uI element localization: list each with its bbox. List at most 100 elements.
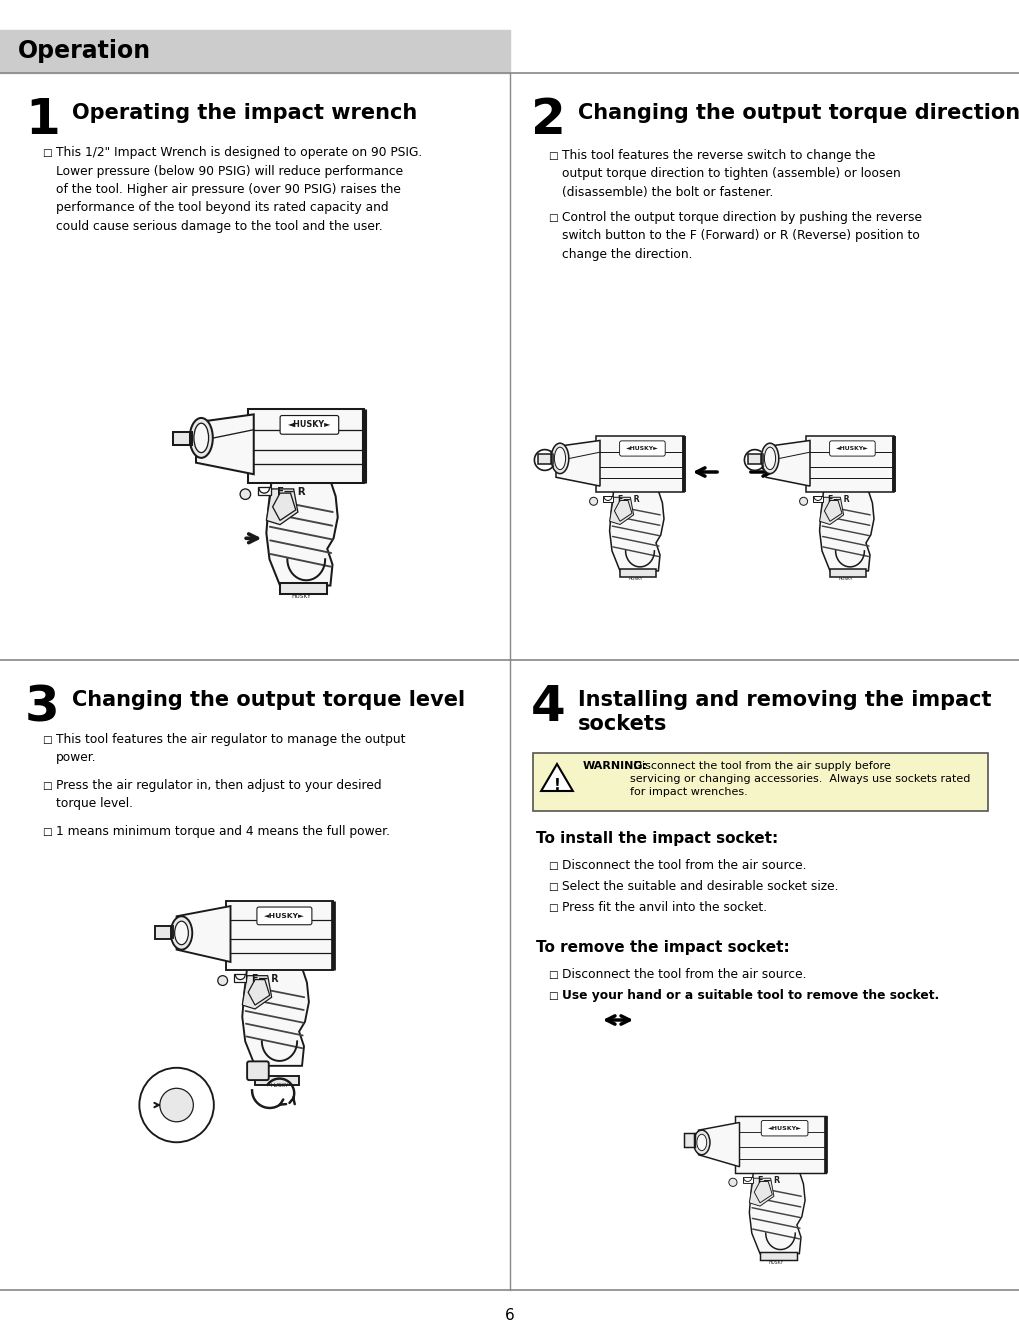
Polygon shape [749,1179,773,1206]
Text: Select the suitable and desirable socket size.: Select the suitable and desirable socket… [561,880,838,894]
Text: ◄HUSKY►: ◄HUSKY► [626,446,658,451]
Circle shape [160,1088,194,1122]
Text: Installing and removing the impact
sockets: Installing and removing the impact socke… [578,690,990,734]
FancyBboxPatch shape [247,1061,268,1080]
Text: To remove the impact socket:: To remove the impact socket: [535,940,789,954]
Polygon shape [819,491,873,570]
FancyBboxPatch shape [155,927,170,939]
FancyBboxPatch shape [538,454,550,465]
Text: Press the air regulator in, then adjust to your desired
torque level.: Press the air regulator in, then adjust … [56,779,381,810]
Polygon shape [272,494,296,520]
Ellipse shape [190,418,213,458]
Text: This tool features the air regulator to manage the output
power.: This tool features the air regulator to … [56,733,406,764]
Circle shape [729,1179,737,1187]
Text: This 1/2" Impact Wrench is designed to operate on 90 PSIG.
Lower pressure (below: This 1/2" Impact Wrench is designed to o… [56,147,422,234]
Ellipse shape [194,424,209,453]
FancyBboxPatch shape [683,1134,693,1147]
Polygon shape [176,906,230,962]
FancyBboxPatch shape [234,974,246,982]
FancyBboxPatch shape [620,569,655,577]
Ellipse shape [170,916,193,949]
FancyBboxPatch shape [742,1176,752,1183]
Text: To install the impact socket:: To install the impact socket: [535,832,777,846]
Circle shape [799,498,807,506]
Text: Changing the output torque level: Changing the output torque level [72,690,465,710]
FancyBboxPatch shape [619,441,664,457]
FancyBboxPatch shape [249,409,364,483]
Polygon shape [555,441,599,486]
Ellipse shape [760,444,779,474]
Text: This tool features the reverse switch to change the
output torque direction to t: This tool features the reverse switch to… [561,149,900,199]
FancyBboxPatch shape [257,907,312,925]
Bar [0,30,510,73]
Ellipse shape [693,1130,709,1155]
Text: □: □ [547,861,557,871]
Text: Press fit the anvil into the socket.: Press fit the anvil into the socket. [561,902,766,913]
Ellipse shape [550,444,569,474]
FancyBboxPatch shape [829,569,865,577]
Polygon shape [266,488,298,524]
Text: Disconnect the tool from the air source.: Disconnect the tool from the air source. [561,968,806,981]
Text: □: □ [547,970,557,979]
Polygon shape [541,764,573,791]
Polygon shape [698,1122,739,1167]
Text: 1 means minimum torque and 4 means the full power.: 1 means minimum torque and 4 means the f… [56,825,389,838]
FancyBboxPatch shape [595,437,684,492]
Polygon shape [266,480,337,586]
Polygon shape [823,500,841,521]
Text: □: □ [547,213,557,223]
FancyBboxPatch shape [225,902,333,970]
Text: □: □ [547,150,557,161]
Ellipse shape [174,921,189,945]
Text: F— R: F— R [252,974,278,983]
Polygon shape [248,979,269,1005]
Text: HUSKY: HUSKY [290,594,311,599]
Text: WARNING:: WARNING: [583,762,647,771]
FancyBboxPatch shape [759,1251,796,1261]
Text: 6: 6 [504,1308,515,1320]
Text: Disconnect the tool from the air supply before
servicing or changing accessories: Disconnect the tool from the air supply … [630,762,969,797]
Text: ◄HUSKY►: ◄HUSKY► [767,1126,801,1131]
Polygon shape [753,1181,771,1203]
Text: Disconnect the tool from the air source.: Disconnect the tool from the air source. [561,859,806,873]
Ellipse shape [696,1134,706,1151]
FancyBboxPatch shape [255,1076,299,1085]
Text: F— R: F— R [616,495,639,504]
Text: ◄HUSKY►: ◄HUSKY► [287,420,331,429]
Text: ◄HUSKY►: ◄HUSKY► [264,913,305,919]
Text: □: □ [42,828,52,837]
Polygon shape [609,491,663,570]
FancyBboxPatch shape [533,752,987,810]
Text: 4: 4 [531,682,566,731]
Text: HUSKY: HUSKY [768,1261,784,1265]
Text: Operation: Operation [18,40,151,63]
Text: !: ! [553,777,559,792]
FancyBboxPatch shape [760,1121,807,1137]
Text: 3: 3 [25,682,60,731]
FancyBboxPatch shape [602,496,612,502]
FancyBboxPatch shape [173,432,190,445]
Text: 1: 1 [25,96,60,144]
Polygon shape [243,975,271,1008]
Text: HUSKY: HUSKY [838,577,852,581]
Polygon shape [765,441,809,486]
Circle shape [140,1068,214,1142]
Text: □: □ [42,148,52,158]
Circle shape [239,488,251,499]
Text: □: □ [42,735,52,744]
FancyBboxPatch shape [258,487,270,495]
Polygon shape [749,1172,804,1254]
Text: HUSKY: HUSKY [270,1084,288,1089]
Text: □: □ [547,991,557,1001]
Polygon shape [609,498,633,524]
Text: □: □ [42,781,52,791]
Circle shape [217,975,227,986]
Text: F— R: F— R [276,487,305,498]
Polygon shape [243,968,309,1065]
Text: F— R: F— R [757,1176,779,1185]
Ellipse shape [763,447,774,470]
FancyBboxPatch shape [280,416,338,434]
Text: F— R: F— R [826,495,849,504]
Text: Use your hand or a suitable tool to remove the socket.: Use your hand or a suitable tool to remo… [561,989,938,1002]
Text: □: □ [547,882,557,892]
